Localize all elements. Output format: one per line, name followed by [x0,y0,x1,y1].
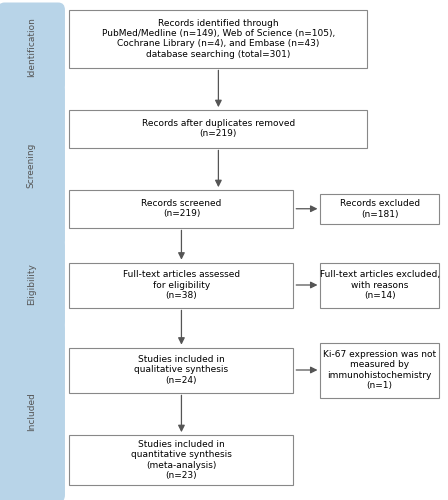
FancyBboxPatch shape [0,2,65,92]
Text: Records identified through
PubMed/Medline (n=149), Web of Science (n=105),
Cochr: Records identified through PubMed/Medlin… [102,18,335,59]
FancyBboxPatch shape [69,190,293,228]
FancyBboxPatch shape [320,262,439,308]
Text: Studies included in
qualitative synthesis
(n=24): Studies included in qualitative synthesi… [134,355,228,385]
Text: Included: Included [27,392,36,430]
FancyBboxPatch shape [0,320,65,500]
FancyBboxPatch shape [69,348,293,393]
Text: Full-text articles assessed
for eligibility
(n=38): Full-text articles assessed for eligibil… [123,270,240,300]
Text: Screening: Screening [27,142,36,188]
FancyBboxPatch shape [69,10,367,68]
Text: Ki-67 expression was not
measured by
immunohistochemistry
(n=1): Ki-67 expression was not measured by imm… [323,350,436,390]
FancyBboxPatch shape [0,238,65,330]
Text: Records after duplicates removed
(n=219): Records after duplicates removed (n=219) [142,119,295,139]
FancyBboxPatch shape [320,342,439,398]
Text: Records excluded
(n=181): Records excluded (n=181) [340,200,420,218]
FancyBboxPatch shape [69,262,293,308]
Text: Identification: Identification [27,18,36,78]
Text: Eligibility: Eligibility [27,263,36,304]
Text: Records screened
(n=219): Records screened (n=219) [141,199,222,218]
Text: Full-text articles excluded,
with reasons
(n=14): Full-text articles excluded, with reason… [319,270,440,300]
FancyBboxPatch shape [69,435,293,485]
FancyBboxPatch shape [69,110,367,148]
FancyBboxPatch shape [320,194,439,224]
Text: Studies included in
quantitative synthesis
(meta-analysis)
(n=23): Studies included in quantitative synthes… [131,440,232,480]
FancyBboxPatch shape [0,82,65,247]
